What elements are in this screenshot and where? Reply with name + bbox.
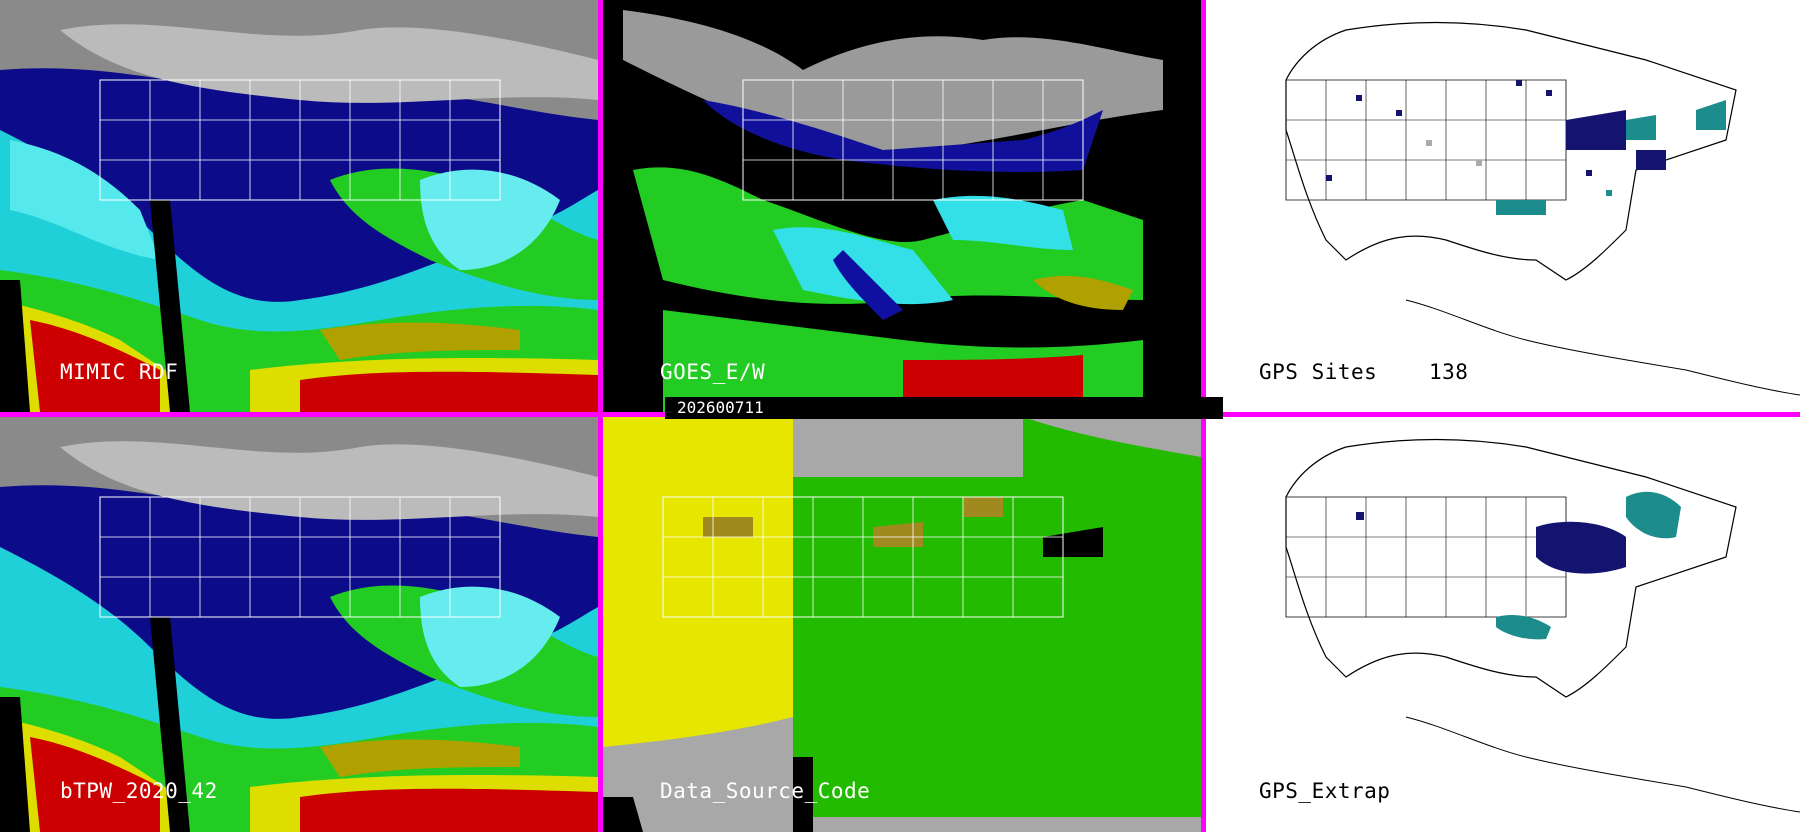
panel-label: bTPW_2020_42 [60, 779, 218, 803]
gps-sites-map [1206, 0, 1800, 412]
goes-ew-map [603, 0, 1201, 412]
panel-goes-ew: GOES_E/W [603, 0, 1201, 412]
btpw-map [0, 417, 598, 832]
gps-site-count: 138 [1429, 360, 1469, 384]
mimic-rdf-map [0, 0, 598, 412]
panel-btpw: bTPW_2020_42 [0, 417, 598, 832]
panel-label: GPS_Extrap [1259, 779, 1391, 803]
panel-label: Data_Source_Code [660, 779, 871, 803]
data-source-map [603, 417, 1201, 832]
panel-data-source-code: Data_Source_Code [603, 417, 1201, 832]
panel-mimic-rdf: MIMIC RDF [0, 0, 598, 412]
gps-extrap-map [1206, 417, 1800, 832]
panel-gps-sites: GPS Sites 138 [1206, 0, 1800, 412]
panel-gps-extrap: GPS_Extrap [1206, 417, 1800, 832]
panel-label: GOES_E/W [660, 360, 766, 384]
panel-label: GPS Sites [1259, 360, 1378, 384]
panel-label: MIMIC RDF [60, 360, 179, 384]
timestamp-bar: 202600711 [665, 397, 1223, 419]
